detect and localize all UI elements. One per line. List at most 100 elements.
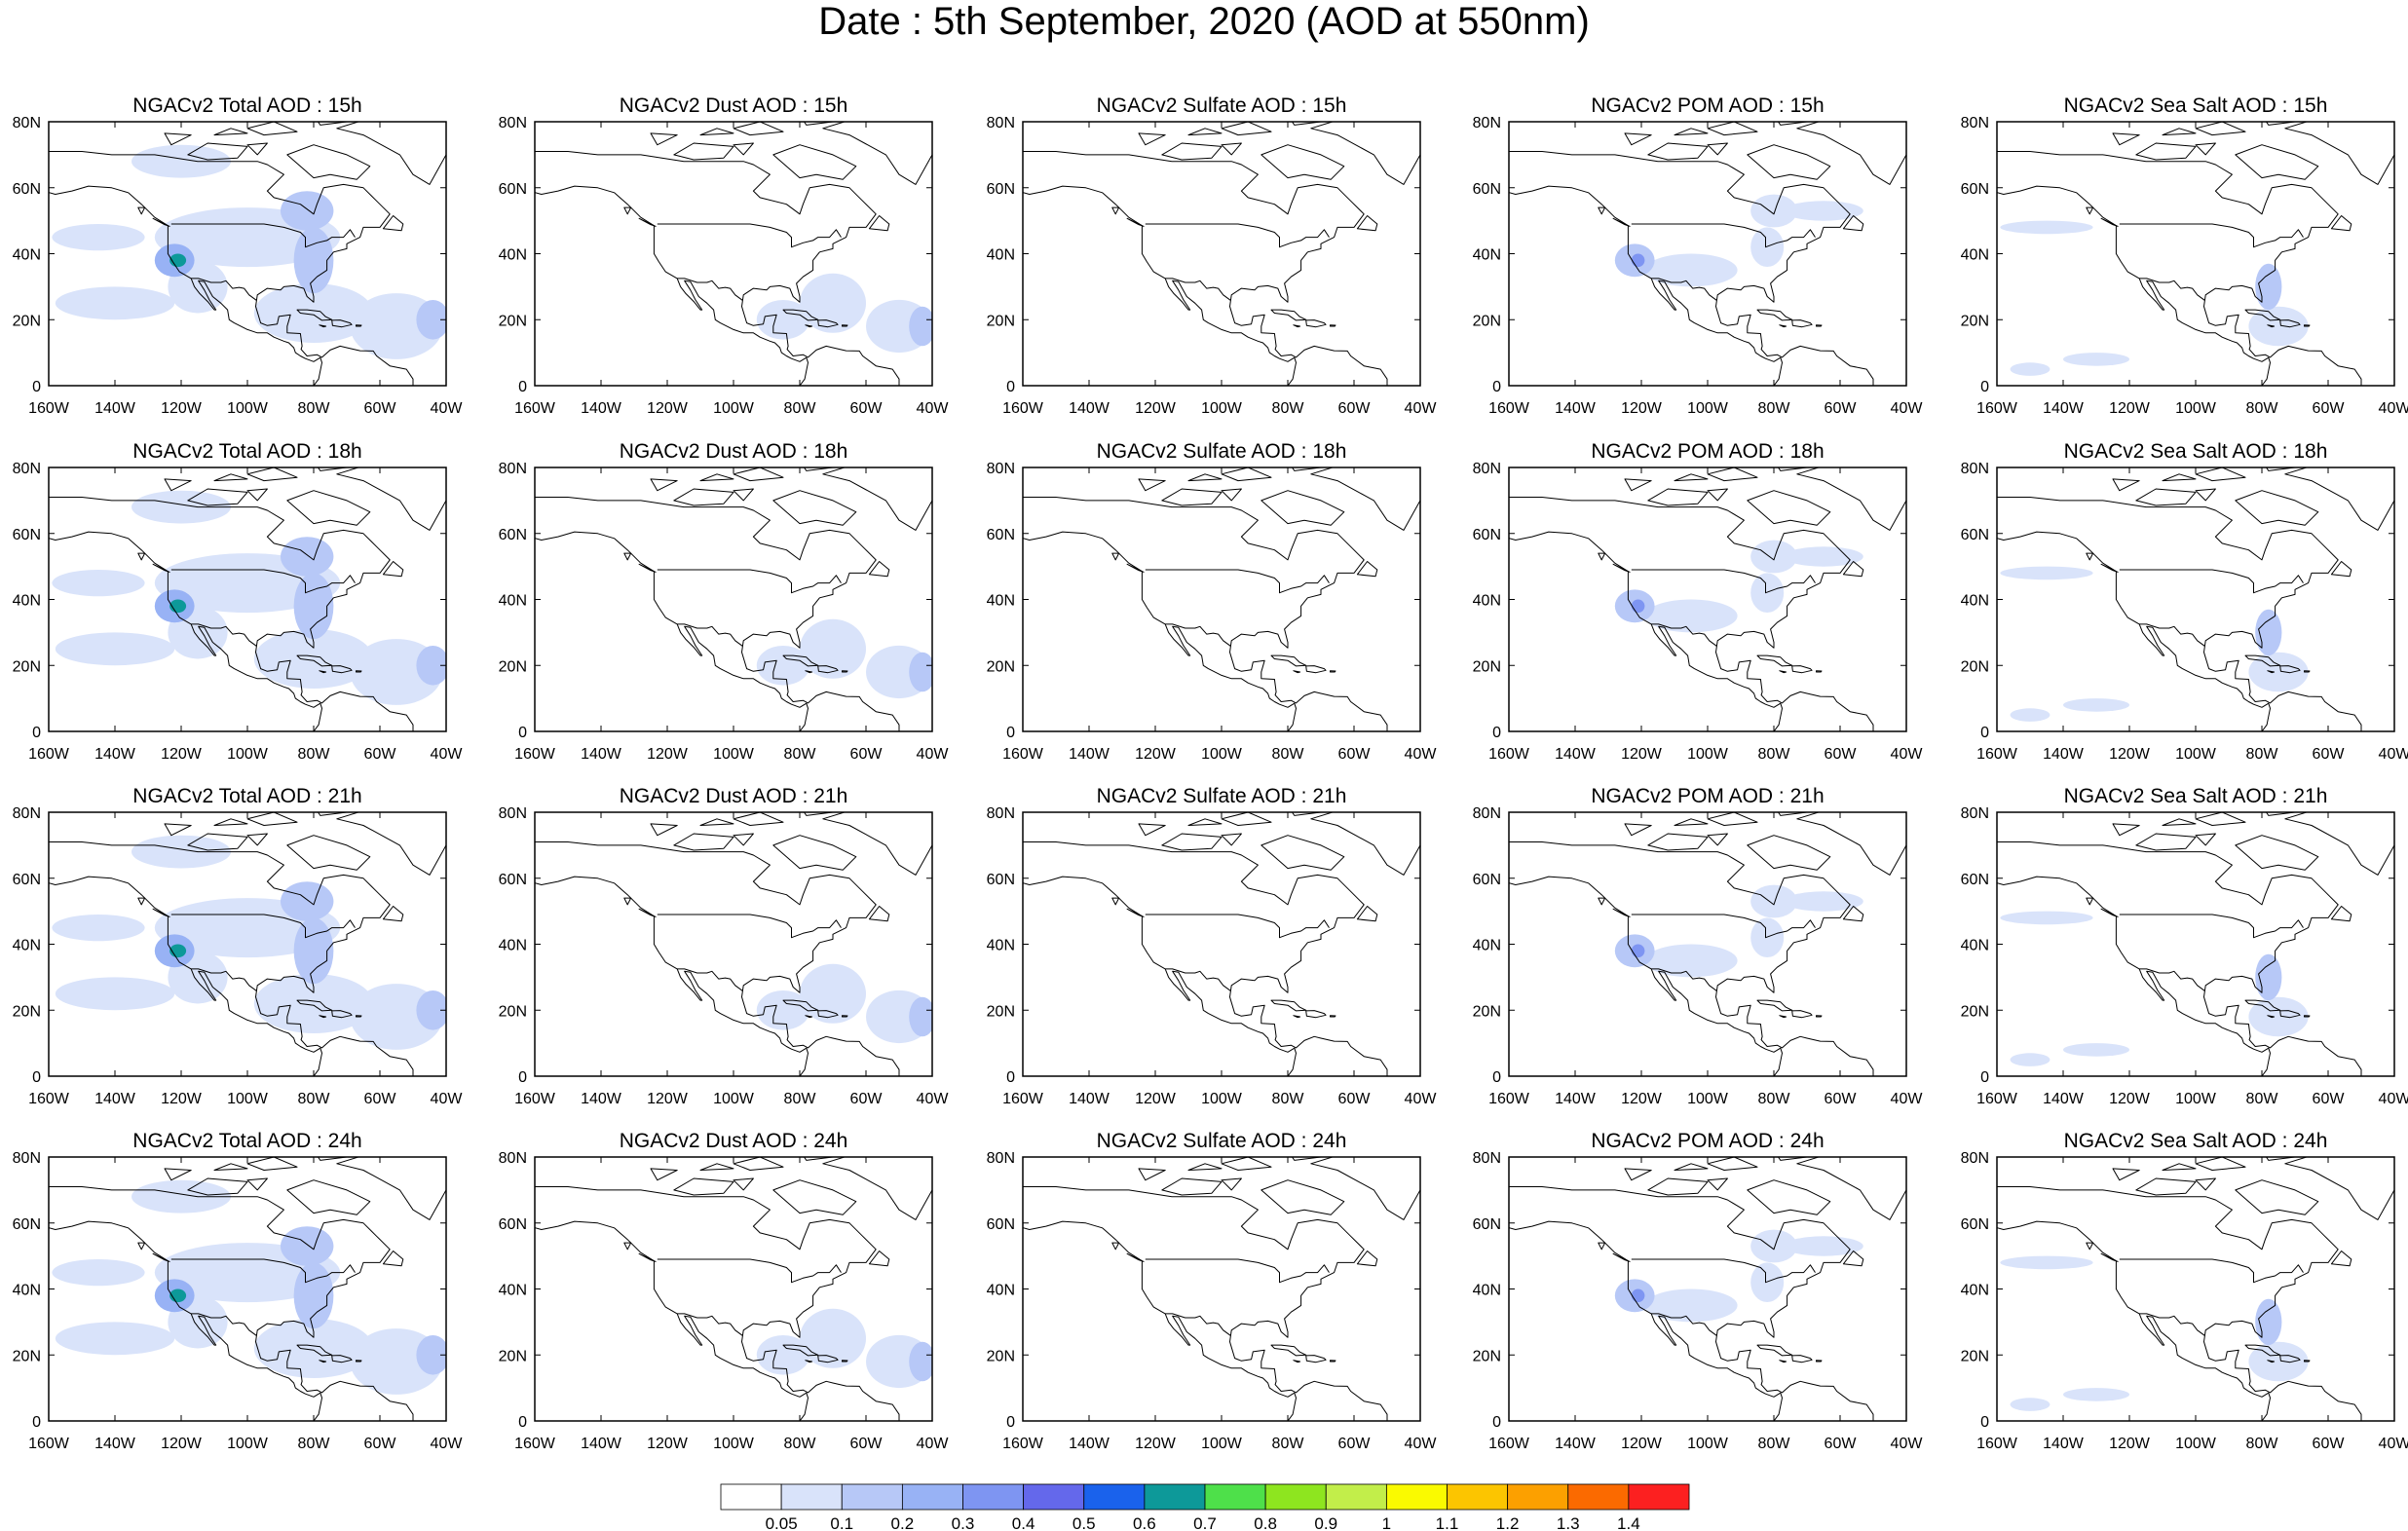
aod-shading (52, 144, 446, 359)
island-outline (805, 1360, 813, 1363)
aod-region (253, 283, 374, 343)
island-outline (2195, 1157, 2246, 1171)
x-tick-label: 80W (2246, 400, 2279, 417)
x-tick-label: 40W (917, 1436, 950, 1452)
coastline (1997, 876, 2271, 1076)
island-outline (2279, 1355, 2301, 1363)
x-tick-label: 40W (1405, 1091, 1438, 1107)
x-tick-label: 140W (2043, 1091, 2085, 1107)
map-panel: NGACv2 Dust AOD : 24h 160W 140W 120W 100W 80W… (499, 1130, 950, 1452)
y-tick-label: 20N (1473, 658, 1501, 675)
panel-title: NGACv2 Sea Salt AOD : 24h (2064, 1130, 2328, 1152)
island-outline (1598, 897, 1606, 906)
coastline (1165, 278, 1231, 301)
island-outline (1126, 563, 1145, 573)
colorbar-label: 0.05 (766, 1514, 798, 1531)
island-outline (805, 670, 813, 674)
aod-region (2063, 353, 2129, 366)
x-tick-label: 40W (1405, 1436, 1438, 1452)
island-outline (1293, 670, 1301, 674)
map-panel: NGACv2 Sulfate AOD : 24h 160W 140W 120W 100W… (987, 1130, 1438, 1452)
y-tick-label: 60N (987, 527, 1015, 543)
island-outline (733, 1177, 754, 1191)
x-tick-label: 120W (1621, 1436, 1663, 1452)
y-tick-label: 20N (499, 1003, 527, 1020)
panel-title: NGACv2 Total AOD : 21h (132, 785, 361, 807)
island-outline (164, 823, 192, 837)
coastline (1997, 185, 2271, 386)
x-tick-label: 80W (298, 400, 331, 417)
x-tick-label: 160W (1976, 1436, 2018, 1452)
y-tick-label: 80N (987, 461, 1015, 477)
x-tick-label: 120W (1621, 1091, 1663, 1107)
island-outline (336, 1157, 446, 1220)
map-panel: NGACv2 Sea Salt AOD : 21h 160W 140W 120W 100… (1961, 785, 2408, 1107)
y-tick-label: 40N (499, 938, 527, 954)
x-tick-label: 100W (2175, 1091, 2217, 1107)
x-tick-label: 120W (161, 400, 203, 417)
panel-title: NGACv2 POM AOD : 15h (1591, 94, 1824, 117)
island-outline (733, 812, 784, 826)
island-outline (1126, 1252, 1145, 1262)
aod-region (1784, 891, 1863, 912)
island-outline (2112, 1168, 2140, 1181)
island-outline (1842, 906, 1864, 922)
aod-region (281, 881, 334, 921)
y-tick-label: 0 (1492, 379, 1501, 395)
island-outline (1260, 835, 1345, 871)
coastline (1145, 223, 1330, 248)
island-outline (336, 812, 446, 876)
colorbar-swatch (1083, 1483, 1146, 1511)
x-tick-label: 60W (364, 1436, 397, 1452)
island-outline (331, 319, 353, 328)
map-panel: NGACv2 Sulfate AOD : 18h 160W 140W 120W 100W… (987, 440, 1438, 763)
map-panel: NGACv2 POM AOD : 18h 160W 140W 120W 100W 80W 6… (1473, 440, 1924, 763)
coastline (2119, 223, 2304, 248)
island-outline (650, 823, 678, 837)
x-tick-label: 80W (784, 1436, 817, 1452)
island-outline (1707, 812, 1758, 826)
x-tick-label: 100W (713, 1091, 755, 1107)
island-outline (2195, 122, 2246, 136)
coastline (1165, 968, 1231, 991)
coastline (535, 1220, 809, 1421)
x-tick-label: 140W (1069, 400, 1110, 417)
y-tick-label: 80N (1961, 115, 1989, 131)
x-tick-label: 100W (713, 400, 755, 417)
island-outline (817, 319, 839, 328)
island-outline (772, 835, 857, 871)
island-outline (2235, 144, 2319, 180)
island-outline (1756, 309, 1793, 321)
y-tick-label: 40N (13, 1283, 41, 1299)
coastlines (1997, 122, 2394, 386)
island-outline (2086, 1242, 2094, 1251)
y-tick-label: 20N (1473, 1003, 1501, 1020)
colorbar-swatch (720, 1483, 782, 1511)
y-tick-label: 0 (1492, 1414, 1501, 1431)
island-outline (1707, 1177, 1728, 1191)
island-outline (286, 835, 371, 871)
x-tick-label: 100W (227, 400, 269, 417)
island-outline (137, 206, 146, 215)
panel-title: NGACv2 Sulfate AOD : 15h (1097, 94, 1347, 117)
y-tick-label: 80N (13, 115, 41, 131)
island-outline (1356, 215, 1378, 232)
island-outline (733, 467, 784, 482)
x-tick-label: 140W (94, 400, 136, 417)
coastline (1631, 569, 1816, 594)
x-tick-label: 80W (1758, 746, 1791, 763)
aod-region (2010, 362, 2051, 376)
y-tick-label: 0 (32, 1414, 41, 1431)
x-tick-label: 160W (1488, 400, 1530, 417)
coastline (170, 1258, 356, 1284)
island-outline (1598, 1242, 1606, 1251)
x-tick-label: 120W (647, 1436, 689, 1452)
y-tick-label: 20N (1473, 1348, 1501, 1364)
island-outline (296, 999, 333, 1012)
colorbar-swatch (1447, 1483, 1509, 1511)
colorbar-label: 0.9 (1314, 1514, 1337, 1531)
island-outline (733, 1157, 784, 1171)
y-tick-label: 60N (1473, 527, 1501, 543)
island-outline (1221, 142, 1242, 156)
island-outline (1187, 1163, 1223, 1171)
